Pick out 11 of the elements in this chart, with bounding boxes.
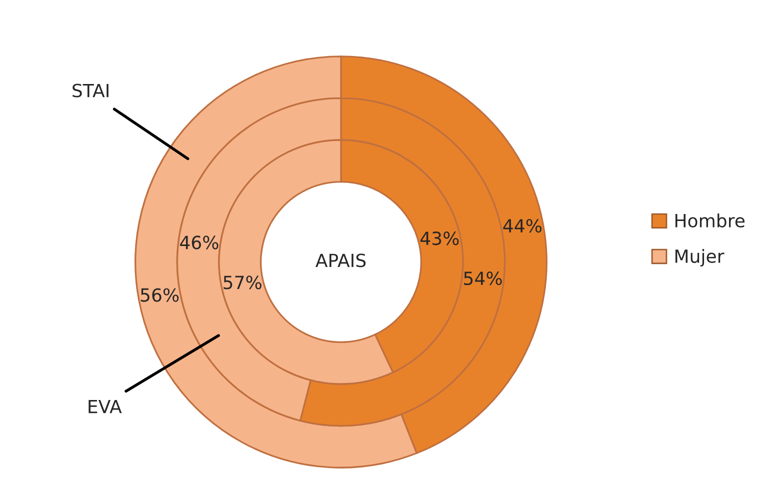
data-label: 43% xyxy=(420,232,459,246)
legend-label: Mujer xyxy=(675,249,724,266)
legend-label: Hombre xyxy=(675,214,745,228)
slice-label: EVA xyxy=(88,400,122,414)
data-label: 46% xyxy=(180,236,218,250)
data-label: 57% xyxy=(224,276,262,290)
slice-label: STAI xyxy=(72,84,108,98)
data-label: 56% xyxy=(140,288,179,302)
slice-label: APAIS xyxy=(316,254,366,268)
data-label: 44% xyxy=(503,218,542,233)
data-label: 54% xyxy=(464,271,502,286)
